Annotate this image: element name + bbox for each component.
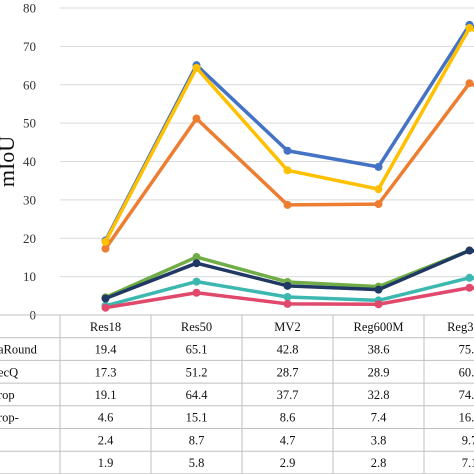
series-name: ecQ: [0, 365, 18, 379]
y-tick-label: 60: [23, 77, 36, 92]
data-point: [192, 63, 201, 72]
table-cell-value: 9.7: [462, 433, 474, 447]
data-point: [465, 79, 474, 88]
data-point: [465, 246, 474, 255]
category-label: Reg3.2G: [447, 320, 474, 334]
series-line: [104, 248, 474, 299]
category-label: Res50: [181, 320, 212, 334]
table-cell-value: 19.1: [95, 388, 117, 402]
data-point: [374, 285, 383, 294]
data-point: [283, 292, 292, 301]
data-point: [283, 299, 292, 308]
table-cell-value: 37.7: [277, 388, 299, 402]
series-line: [103, 26, 474, 243]
series-lines: [101, 20, 474, 312]
y-tick-label: 10: [23, 269, 36, 284]
y-tick-label: 30: [23, 192, 36, 207]
y-tick-label: 80: [23, 1, 36, 16]
data-point: [465, 283, 474, 292]
table-cell-value: 38.6: [368, 343, 390, 357]
table-cell-value: 1.9: [98, 456, 114, 470]
table-cell-value: 4.6: [98, 411, 114, 425]
table-cell-value: 60.4: [459, 365, 474, 379]
series-name: aRound: [0, 343, 38, 357]
data-point: [374, 162, 383, 171]
table-cell-value: 28.9: [368, 365, 390, 379]
table-cell-value: 3.8: [371, 433, 387, 447]
series-name: rop: [0, 388, 15, 402]
table-cell-value: 2.4: [98, 433, 114, 447]
table-cell-value: 51.2: [186, 365, 208, 379]
table-cell-value: 5.8: [189, 456, 205, 470]
data-point: [192, 277, 201, 286]
table-cell-value: 7.4: [371, 411, 387, 425]
series-line: [104, 81, 474, 250]
y-tick-label: 20: [23, 231, 36, 246]
y-axis-label: mIoU: [0, 136, 19, 187]
data-point: [101, 303, 110, 312]
table-cell-value: 19.4: [95, 343, 118, 357]
y-tick-label: 40: [23, 154, 36, 169]
category-label: Reg600M: [354, 320, 404, 334]
table-cell-value: 15.1: [186, 411, 208, 425]
table-cell-value: 42.8: [277, 343, 299, 357]
data-point: [465, 23, 474, 32]
table-cell-value: 28.7: [277, 365, 299, 379]
data-point: [374, 300, 383, 309]
table-cell-value: 32.8: [368, 388, 390, 402]
table-cell-value: 74.8: [459, 388, 474, 402]
data-point: [101, 237, 110, 246]
data-point: [283, 166, 292, 175]
table-cell-value: 7.1: [462, 456, 474, 470]
table-cell-value: 2.8: [371, 456, 387, 470]
data-point: [374, 200, 383, 209]
data-point: [374, 185, 383, 194]
data-point: [283, 281, 292, 290]
series-line: [105, 276, 474, 308]
data-point: [192, 288, 201, 297]
table-cell-value: 8.6: [280, 411, 296, 425]
series-line: [105, 286, 474, 310]
category-label: Res18: [90, 320, 121, 334]
data-point: [101, 244, 110, 253]
data-point: [283, 200, 292, 209]
table-cell-value: 8.7: [189, 433, 205, 447]
data-point: [192, 114, 201, 123]
table-cell-value: 75.6: [459, 343, 474, 357]
data-point: [465, 273, 474, 282]
table-cell-value: 4.7: [280, 433, 296, 447]
table-cell-value: 64.4: [186, 388, 209, 402]
data-table: Res18 Res50 MV2 Reg600M Reg3.2G aRound 19.4 65.…: [0, 314, 474, 474]
table-cell-value: 17.3: [95, 365, 117, 379]
series-name: rop-: [0, 411, 19, 425]
table-cell-value: 16.8: [459, 411, 474, 425]
table-cell-value: 65.1: [186, 343, 208, 357]
data-point: [101, 294, 110, 303]
y-tick-label: 70: [23, 39, 36, 54]
series-line: [104, 248, 474, 301]
data-point: [192, 259, 201, 268]
data-point: [192, 253, 201, 262]
category-label: MV2: [274, 320, 300, 334]
data-point: [283, 146, 292, 155]
y-tick-label: 50: [23, 116, 36, 131]
table-cell-value: 2.9: [280, 456, 296, 470]
